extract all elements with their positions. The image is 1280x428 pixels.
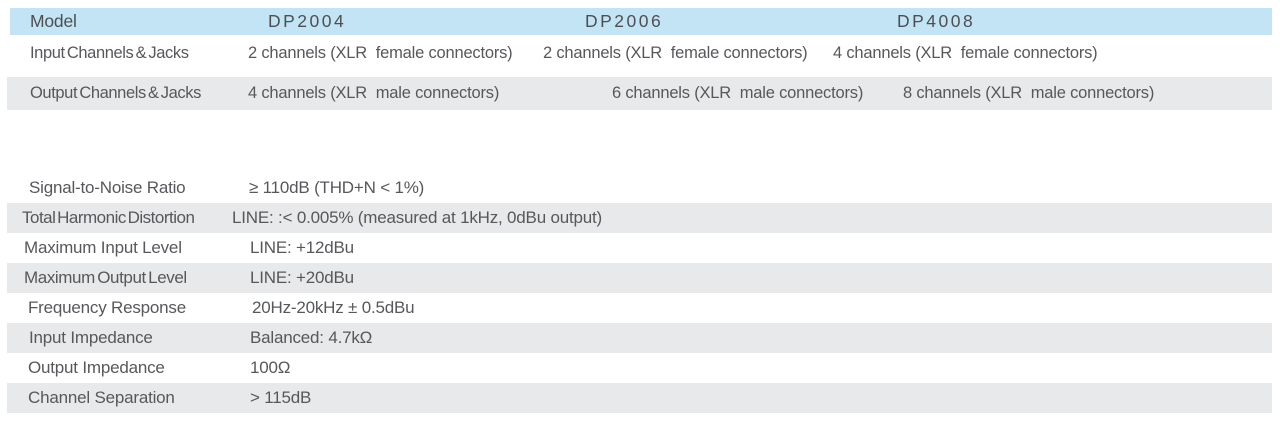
output-channels-label: Output Channels & Jacks <box>30 84 201 102</box>
output-channels-row: Output Channels & Jacks 4 channels (XLR … <box>7 77 1272 110</box>
spec-value: LINE: :< 0.005% (measured at 1kHz, 0dBu … <box>232 208 603 227</box>
spec-value: LINE: +20dBu <box>250 268 354 287</box>
model-name-dp4008: DP4008 <box>897 11 976 31</box>
spec-value: > 115dB <box>250 388 312 407</box>
model-column-header: Model <box>30 11 77 31</box>
spec-label: Signal-to-Noise Ratio <box>29 178 186 197</box>
spec-label: Output Impedance <box>28 358 165 377</box>
spec-value: 20Hz-20kHz ± 0.5dBu <box>252 298 415 317</box>
model-name-dp2006: DP2006 <box>585 11 664 31</box>
model-header-row: Model DP2004 DP2006 DP4008 <box>10 8 1272 35</box>
spec-row-thd: Total Harmonic Distortion LINE: :< 0.005… <box>7 203 1272 233</box>
spec-label: Channel Separation <box>28 388 175 407</box>
spec-row-signal-to-noise: Signal-to-Noise Ratio ≥ 110dB (THD+N < 1… <box>7 173 1272 203</box>
spec-row-input-impedance: Input Impedance Balanced: 4.7kΩ <box>7 323 1272 353</box>
spec-row-frequency-response: Frequency Response 20Hz-20kHz ± 0.5dBu <box>7 293 1272 323</box>
model-name-dp2004: DP2004 <box>268 11 347 31</box>
spec-value: Balanced: 4.7kΩ <box>250 328 373 347</box>
spec-label: Maximum Input Level <box>24 238 182 257</box>
spec-label: Input Impedance <box>29 328 153 347</box>
input-channels-dp2006: 2 channels (XLR female connectors) <box>543 44 808 62</box>
input-channels-dp2004: 2 channels (XLR female connectors) <box>248 44 513 62</box>
spec-value: ≥ 110dB (THD+N < 1%) <box>249 178 425 197</box>
spec-row-max-output-level: Maximum Output Level LINE: +20dBu <box>7 263 1272 293</box>
spec-row-channel-separation: Channel Separation > 115dB <box>7 383 1272 413</box>
input-channels-dp4008: 4 channels (XLR female connectors) <box>833 44 1098 62</box>
spec-value: LINE: +12dBu <box>250 238 354 257</box>
spec-label: Frequency Response <box>28 298 186 317</box>
output-channels-dp2004: 4 channels (XLR male connectors) <box>248 84 500 102</box>
output-channels-dp4008: 8 channels (XLR male connectors) <box>903 84 1155 102</box>
input-channels-row: Input Channels & Jacks 2 channels (XLR f… <box>7 35 1272 77</box>
input-channels-label: Input Channels & Jacks <box>30 44 189 62</box>
spec-value: 100Ω <box>250 358 291 377</box>
spec-row-max-input-level: Maximum Input Level LINE: +12dBu <box>7 233 1272 263</box>
spec-label: Total Harmonic Distortion <box>22 208 195 227</box>
spec-label: Maximum Output Level <box>24 268 187 287</box>
output-channels-dp2006: 6 channels (XLR male connectors) <box>612 84 864 102</box>
spec-row-output-impedance: Output Impedance 100Ω <box>7 353 1272 383</box>
